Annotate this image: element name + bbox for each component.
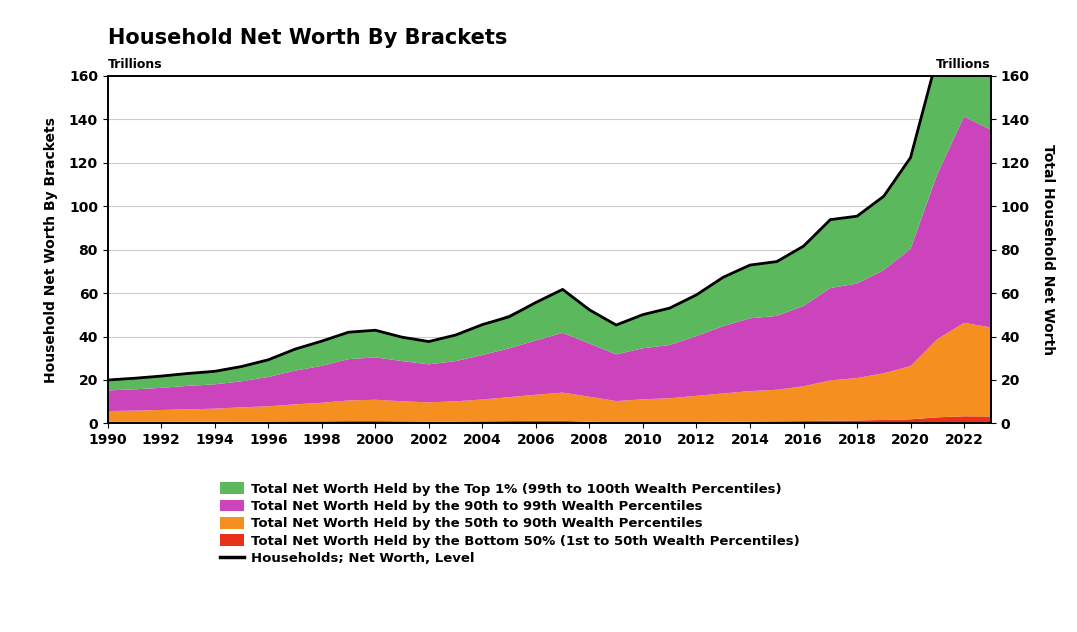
- Text: Trillions: Trillions: [108, 58, 163, 71]
- Y-axis label: Total Household Net Worth: Total Household Net Worth: [1040, 144, 1054, 355]
- Text: Trillions: Trillions: [936, 58, 991, 71]
- Legend: Total Net Worth Held by the Top 1% (99th to 100th Wealth Percentiles), Total Net: Total Net Worth Held by the Top 1% (99th…: [221, 482, 799, 565]
- Y-axis label: Household Net Worth By Brackets: Household Net Worth By Brackets: [44, 117, 58, 382]
- Text: Household Net Worth By Brackets: Household Net Worth By Brackets: [108, 28, 507, 48]
